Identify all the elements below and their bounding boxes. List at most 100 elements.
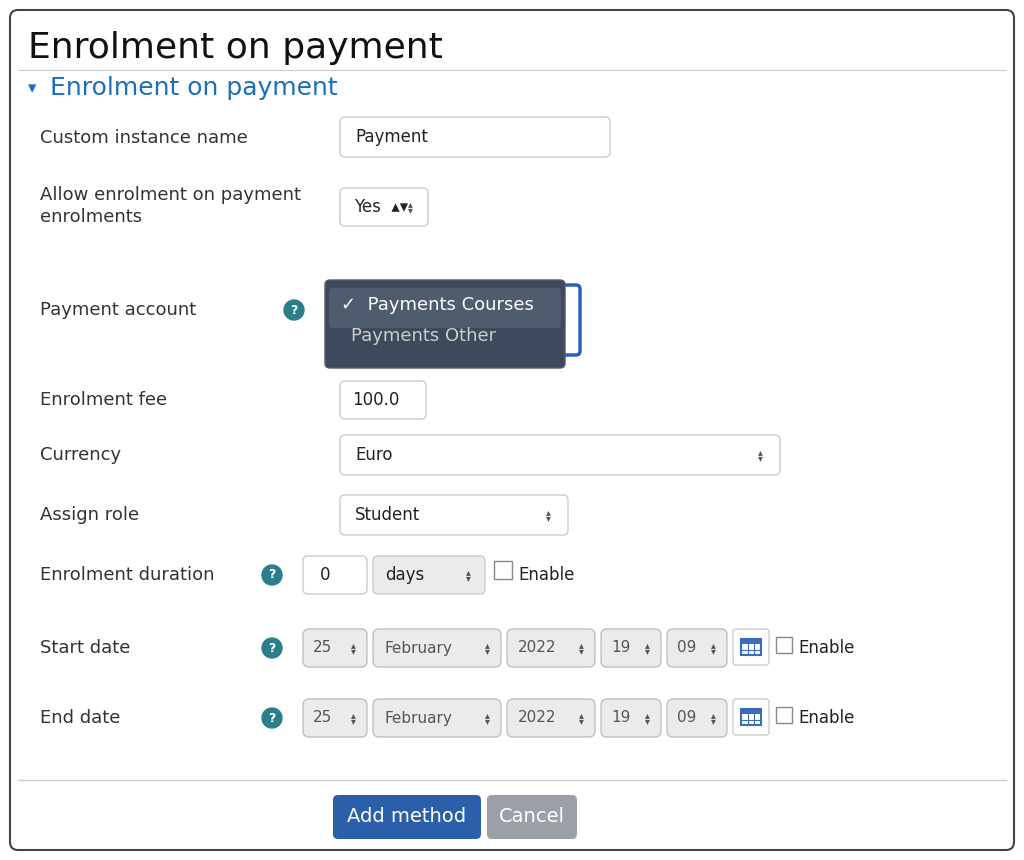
FancyBboxPatch shape bbox=[507, 629, 595, 667]
Text: Add method: Add method bbox=[347, 808, 467, 826]
Text: ▾: ▾ bbox=[711, 646, 716, 656]
Text: Payment account: Payment account bbox=[40, 301, 197, 319]
Text: 09: 09 bbox=[677, 641, 696, 655]
Text: ▴: ▴ bbox=[408, 199, 413, 209]
Text: 100.0: 100.0 bbox=[352, 391, 399, 409]
Text: 25: 25 bbox=[313, 641, 332, 655]
Bar bbox=[741, 639, 761, 655]
Text: ▾: ▾ bbox=[408, 205, 413, 215]
Bar bbox=[741, 709, 761, 714]
FancyBboxPatch shape bbox=[373, 699, 501, 737]
Text: days: days bbox=[385, 566, 424, 584]
Text: Enable: Enable bbox=[518, 566, 574, 584]
Circle shape bbox=[284, 300, 304, 320]
FancyBboxPatch shape bbox=[340, 381, 426, 419]
Text: ▴: ▴ bbox=[758, 447, 763, 457]
Text: ▾: ▾ bbox=[644, 646, 649, 656]
FancyBboxPatch shape bbox=[487, 795, 577, 839]
Text: Cancel: Cancel bbox=[499, 808, 565, 826]
Text: Enrolment duration: Enrolment duration bbox=[40, 566, 214, 584]
Circle shape bbox=[262, 638, 282, 658]
Text: ▾: ▾ bbox=[546, 513, 551, 523]
Text: Yes  ▴▾: Yes ▴▾ bbox=[354, 198, 409, 216]
Text: ?: ? bbox=[268, 711, 275, 724]
Text: ?: ? bbox=[291, 304, 298, 316]
Text: 09: 09 bbox=[677, 710, 696, 726]
FancyBboxPatch shape bbox=[601, 699, 662, 737]
Bar bbox=[776, 637, 792, 653]
FancyBboxPatch shape bbox=[733, 629, 769, 665]
Text: Enrolment on payment: Enrolment on payment bbox=[50, 76, 338, 100]
Circle shape bbox=[262, 565, 282, 585]
Text: ▾: ▾ bbox=[579, 646, 584, 656]
Text: ▾: ▾ bbox=[484, 716, 489, 726]
Text: End date: End date bbox=[40, 709, 121, 727]
Text: February: February bbox=[384, 710, 452, 726]
Bar bbox=[741, 639, 761, 644]
Text: ▴: ▴ bbox=[711, 640, 716, 650]
FancyBboxPatch shape bbox=[667, 699, 727, 737]
Text: ▾: ▾ bbox=[466, 573, 470, 583]
Text: 2022: 2022 bbox=[518, 641, 556, 655]
FancyBboxPatch shape bbox=[373, 629, 501, 667]
Text: 19: 19 bbox=[611, 641, 631, 655]
FancyBboxPatch shape bbox=[507, 699, 595, 737]
Text: Payments Other: Payments Other bbox=[351, 327, 496, 345]
Text: February: February bbox=[384, 641, 452, 655]
Text: ▴: ▴ bbox=[579, 710, 584, 720]
FancyBboxPatch shape bbox=[329, 288, 561, 328]
FancyBboxPatch shape bbox=[667, 629, 727, 667]
Text: Assign role: Assign role bbox=[40, 506, 139, 524]
Text: ▾: ▾ bbox=[484, 646, 489, 656]
Text: 19: 19 bbox=[611, 710, 631, 726]
Text: ▴: ▴ bbox=[711, 710, 716, 720]
Text: 0: 0 bbox=[319, 566, 331, 584]
FancyBboxPatch shape bbox=[733, 699, 769, 735]
FancyBboxPatch shape bbox=[552, 285, 580, 355]
Text: Student: Student bbox=[355, 506, 420, 524]
FancyBboxPatch shape bbox=[340, 495, 568, 535]
Text: ▴: ▴ bbox=[350, 710, 355, 720]
Text: ▾: ▾ bbox=[758, 453, 763, 463]
FancyBboxPatch shape bbox=[303, 556, 367, 594]
Text: ✓  Payments Courses: ✓ Payments Courses bbox=[341, 296, 534, 314]
Text: 25: 25 bbox=[313, 710, 332, 726]
Bar bbox=[776, 707, 792, 723]
Bar bbox=[494, 561, 512, 579]
Text: ▴: ▴ bbox=[350, 640, 355, 650]
Text: ▾: ▾ bbox=[644, 716, 649, 726]
Text: ▴: ▴ bbox=[466, 567, 470, 577]
Text: Currency: Currency bbox=[40, 446, 121, 464]
Text: Enrolment fee: Enrolment fee bbox=[40, 391, 167, 409]
Text: ▾: ▾ bbox=[711, 716, 716, 726]
Text: Euro: Euro bbox=[355, 446, 392, 464]
FancyBboxPatch shape bbox=[340, 188, 428, 226]
FancyBboxPatch shape bbox=[373, 556, 485, 594]
Text: ▴: ▴ bbox=[644, 640, 649, 650]
Text: ▴: ▴ bbox=[484, 710, 489, 720]
Text: ▴: ▴ bbox=[644, 710, 649, 720]
Text: Payment: Payment bbox=[355, 128, 428, 146]
Text: ▾: ▾ bbox=[579, 716, 584, 726]
Text: ▴: ▴ bbox=[579, 640, 584, 650]
FancyBboxPatch shape bbox=[340, 117, 610, 157]
FancyBboxPatch shape bbox=[303, 699, 367, 737]
Text: ▾: ▾ bbox=[350, 716, 355, 726]
Text: Enrolment on payment: Enrolment on payment bbox=[28, 31, 442, 65]
Text: ▾: ▾ bbox=[350, 646, 355, 656]
Text: 2022: 2022 bbox=[518, 710, 556, 726]
Text: Allow enrolment on payment: Allow enrolment on payment bbox=[40, 186, 301, 204]
Text: Enable: Enable bbox=[798, 639, 854, 657]
FancyBboxPatch shape bbox=[601, 629, 662, 667]
Text: ?: ? bbox=[268, 642, 275, 654]
Bar bbox=[741, 709, 761, 725]
Text: Enable: Enable bbox=[798, 709, 854, 727]
Circle shape bbox=[262, 708, 282, 728]
FancyBboxPatch shape bbox=[333, 795, 481, 839]
FancyBboxPatch shape bbox=[325, 280, 565, 368]
Text: enrolments: enrolments bbox=[40, 208, 142, 226]
Text: ▾: ▾ bbox=[28, 79, 37, 97]
FancyBboxPatch shape bbox=[340, 435, 780, 475]
Text: ▴: ▴ bbox=[546, 507, 551, 517]
Text: Custom instance name: Custom instance name bbox=[40, 129, 248, 147]
